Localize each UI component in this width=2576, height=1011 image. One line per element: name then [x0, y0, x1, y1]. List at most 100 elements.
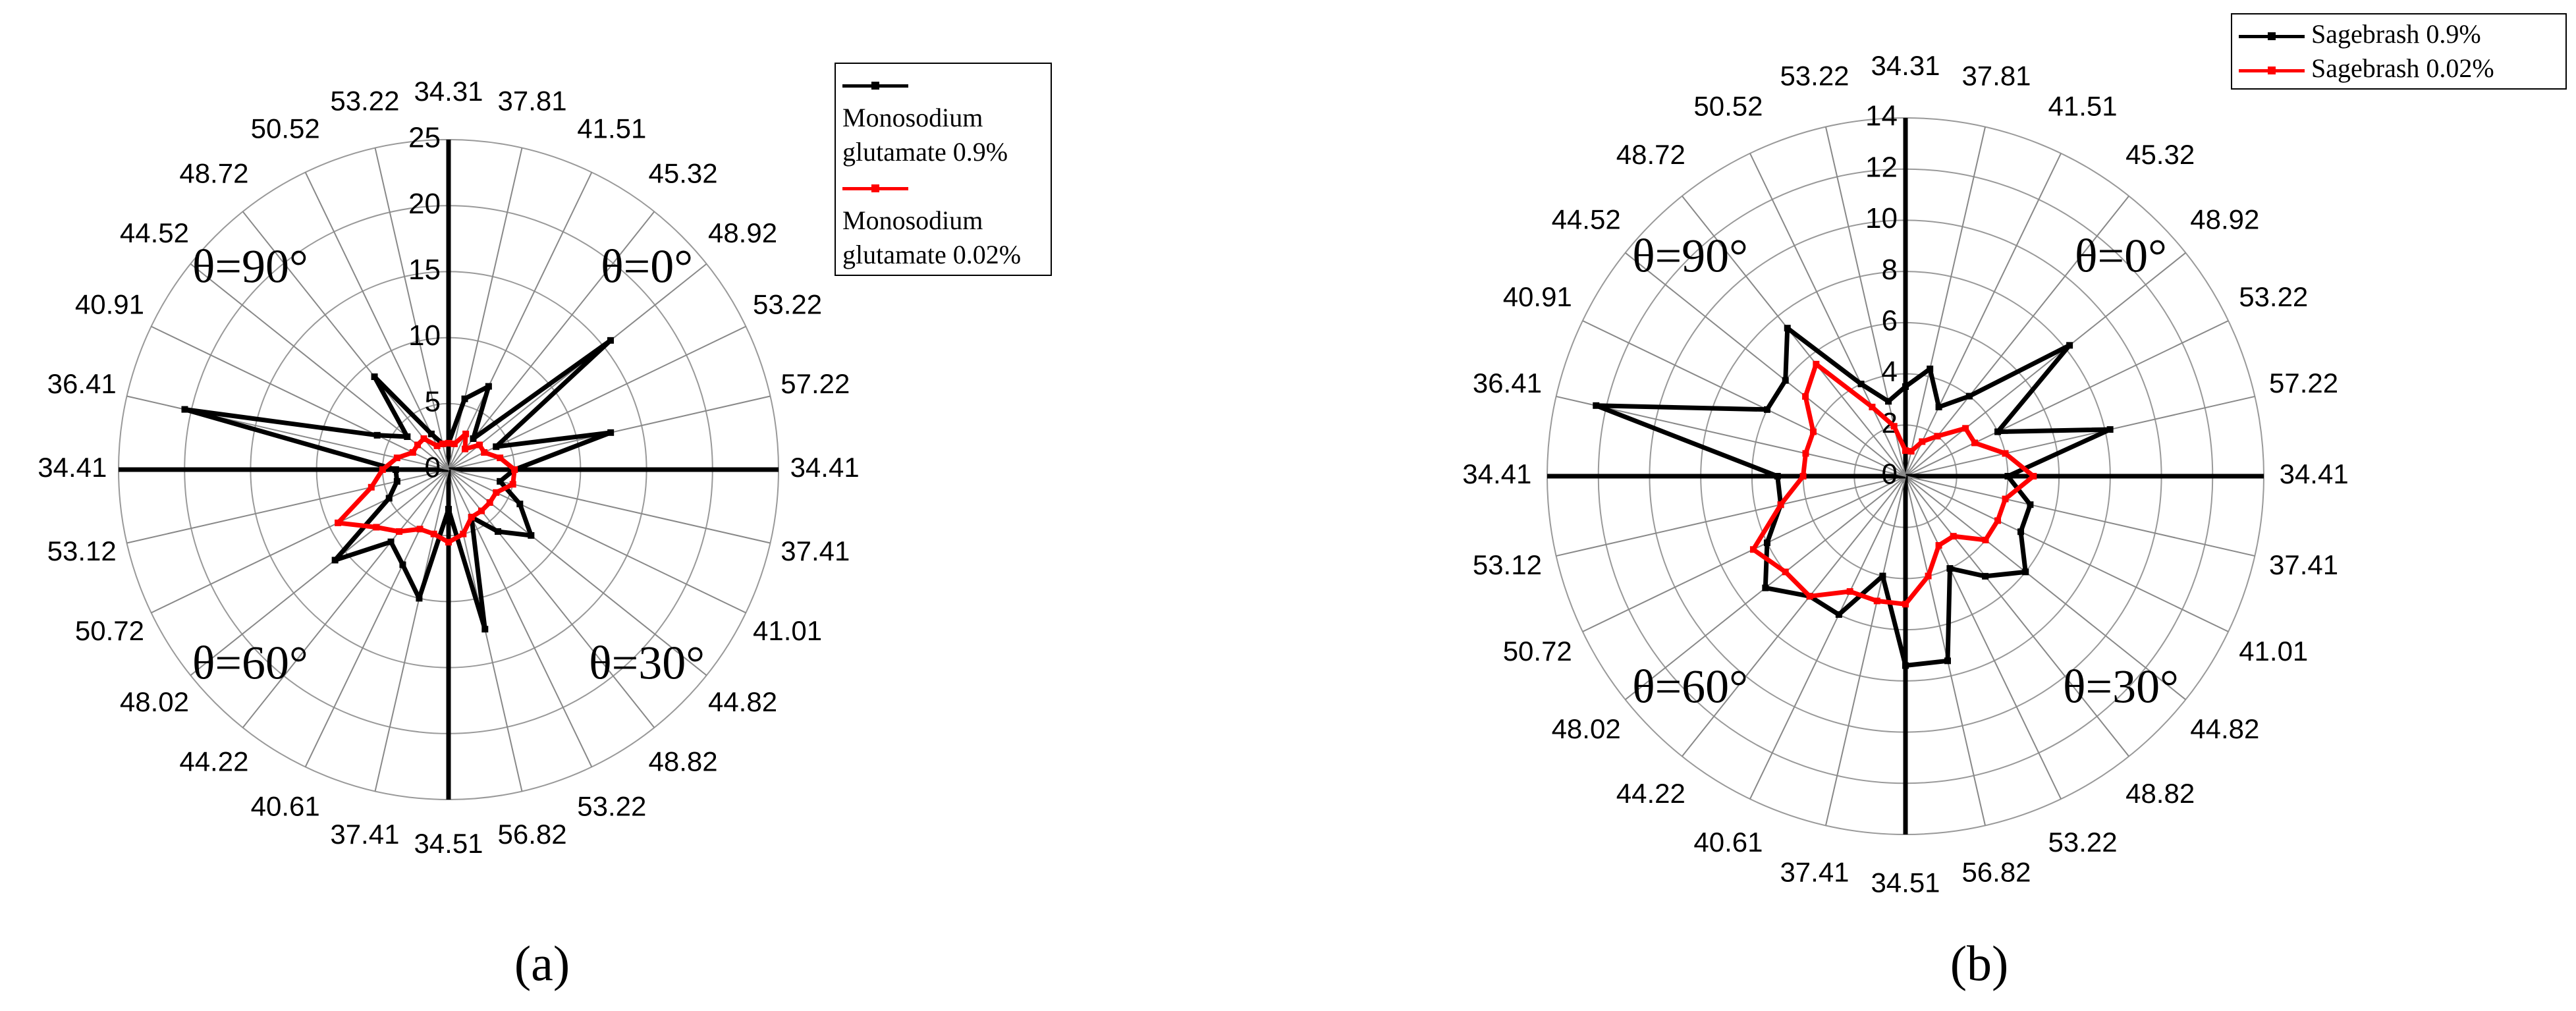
point-marker: [1902, 383, 1909, 390]
category-label: 37.41: [2269, 549, 2338, 580]
point-marker: [462, 430, 470, 437]
legend-swatch: [2239, 32, 2305, 41]
point-marker: [486, 499, 493, 506]
point-marker: [1806, 593, 1813, 600]
theta-label: θ=60°: [1632, 660, 1748, 713]
spoke: [374, 148, 449, 470]
point-marker: [2030, 473, 2037, 479]
legend-item: Monosodium glutamate 0.9%: [842, 67, 1044, 169]
point-marker: [1944, 657, 1951, 665]
y-tick-label: 10: [1865, 202, 1898, 234]
point-marker: [1934, 433, 1941, 440]
point-marker: [420, 435, 427, 442]
theta-label: θ=60°: [192, 637, 308, 690]
category-label: 50.52: [251, 113, 320, 144]
point-marker: [439, 440, 447, 447]
theta-label: θ=30°: [2063, 660, 2179, 713]
category-label: 37.41: [1780, 857, 1849, 888]
y-tick-label: 6: [1882, 304, 1898, 337]
point-marker: [476, 441, 483, 449]
category-label: 44.22: [1616, 778, 1685, 809]
category-label: 40.61: [1693, 827, 1763, 858]
theta-label: θ=30°: [589, 637, 705, 690]
point-marker: [481, 449, 488, 456]
legend-item: Sagebrash 0.02%: [2239, 51, 2559, 86]
point-marker: [1869, 403, 1876, 410]
point-marker: [1879, 572, 1886, 580]
category-label: 48.92: [708, 217, 777, 248]
theta-label: θ=90°: [192, 240, 308, 292]
point-marker: [1763, 406, 1770, 413]
point-marker: [385, 495, 393, 502]
spoke: [374, 469, 449, 792]
category-label: 48.92: [2190, 204, 2259, 234]
point-marker: [1873, 597, 1880, 605]
category-label: 53.22: [2048, 827, 2118, 858]
spoke: [1824, 126, 1906, 477]
point-marker: [2002, 450, 2009, 457]
theta-label: θ=0°: [601, 240, 693, 292]
point-marker: [399, 561, 406, 568]
category-label: 50.72: [75, 615, 144, 646]
spoke: [448, 148, 523, 470]
spoke: [190, 469, 449, 676]
category-label: 41.51: [2048, 90, 2118, 121]
point-marker: [368, 483, 375, 491]
point-marker: [387, 538, 395, 545]
legend-swatch: [2239, 67, 2305, 75]
y-tick-label: 8: [1882, 254, 1898, 286]
point-marker: [416, 526, 424, 533]
point-marker: [1927, 366, 1934, 373]
point-marker: [433, 442, 441, 449]
category-label: 53.12: [47, 535, 117, 566]
category-label: 37.81: [1961, 60, 2031, 91]
point-marker: [373, 524, 380, 531]
y-tick-label: 15: [408, 254, 441, 286]
y-tick-label: 0: [1882, 458, 1898, 491]
point-marker: [1835, 611, 1842, 618]
category-label: 56.82: [498, 819, 567, 850]
category-label: 44.82: [708, 686, 777, 717]
point-marker: [1890, 423, 1898, 430]
spoke: [1905, 395, 2255, 477]
category-label: 48.82: [649, 746, 718, 777]
point-marker: [393, 478, 400, 485]
point-marker: [393, 454, 400, 462]
category-label: 41.01: [753, 615, 822, 646]
point-marker: [1857, 380, 1865, 387]
point-marker: [2066, 342, 2073, 349]
point-marker: [1593, 402, 1600, 409]
category-label: 34.51: [414, 828, 483, 859]
point-marker: [1813, 360, 1820, 368]
category-label: 48.02: [1552, 713, 1621, 744]
category-label: 50.72: [1503, 636, 1572, 667]
point-marker: [430, 530, 437, 537]
y-tick-label: 12: [1865, 151, 1898, 183]
legend-item: Sagebrash 0.9%: [2239, 17, 2559, 51]
spoke: [1905, 320, 2229, 477]
spoke: [1625, 252, 1906, 477]
category-label: 34.41: [1462, 458, 1531, 489]
point-marker: [470, 435, 477, 442]
y-tick-label: 10: [408, 319, 441, 352]
category-label: 44.22: [179, 746, 248, 777]
point-marker: [1902, 662, 1909, 669]
category-label: 40.91: [75, 288, 144, 319]
spoke: [304, 469, 449, 767]
point-marker: [445, 439, 452, 447]
spoke: [242, 211, 449, 470]
point-marker: [1802, 393, 1809, 400]
spoke: [1682, 476, 1906, 757]
category-label: 53.22: [330, 85, 399, 116]
theta-label: θ=90°: [1632, 230, 1748, 283]
point-marker: [331, 557, 339, 564]
theta-label: θ=0°: [2075, 230, 2167, 283]
category-label: 45.32: [2125, 139, 2195, 170]
category-label: 48.02: [120, 686, 189, 717]
category-label: 37.81: [498, 85, 567, 116]
category-label: 48.82: [2125, 778, 2195, 809]
point-marker: [2004, 473, 2012, 479]
spoke: [1905, 476, 2255, 557]
